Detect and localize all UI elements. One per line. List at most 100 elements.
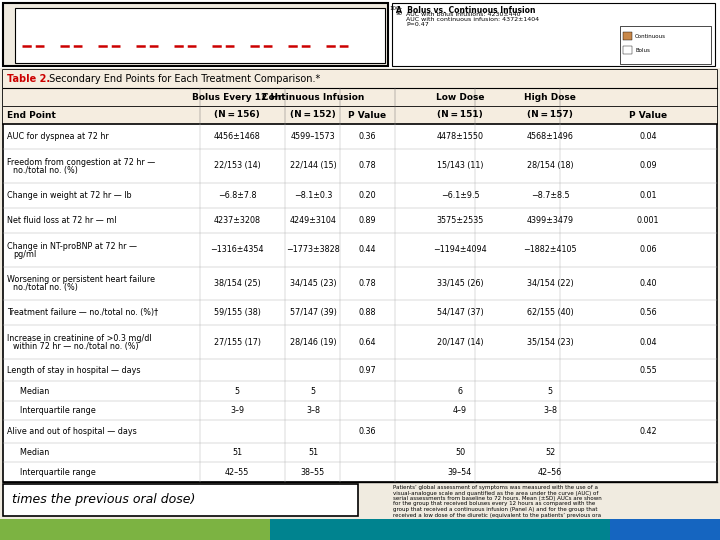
Text: P Value: P Value — [629, 111, 667, 119]
Text: (N = 152): (N = 152) — [290, 111, 336, 119]
Bar — [3, 484, 358, 516]
Bar — [623, 32, 632, 40]
Text: received a low dose of the diuretic (equivalent to the patients’ previous ora: received a low dose of the diuretic (equ… — [393, 512, 601, 517]
Text: 0.36: 0.36 — [359, 427, 376, 436]
Text: 38–55: 38–55 — [301, 468, 325, 477]
Text: Low Dose: Low Dose — [436, 92, 485, 102]
Bar — [3, 3, 388, 66]
Text: 34/145 (23): 34/145 (23) — [289, 279, 336, 288]
Text: 3–8: 3–8 — [306, 406, 320, 415]
Text: 22/153 (14): 22/153 (14) — [214, 161, 261, 171]
Text: 4399±3479: 4399±3479 — [526, 216, 574, 225]
Text: (N = 157): (N = 157) — [527, 111, 573, 119]
Text: no./total no. (%): no./total no. (%) — [13, 284, 78, 293]
Text: Median: Median — [15, 387, 49, 396]
Bar — [15, 8, 385, 63]
Text: 28/154 (18): 28/154 (18) — [527, 161, 573, 171]
Text: 0.64: 0.64 — [359, 338, 376, 347]
Text: 0.04: 0.04 — [639, 338, 657, 347]
Bar — [0, 0, 720, 68]
Text: 15/143 (11): 15/143 (11) — [437, 161, 483, 171]
Text: 0.04: 0.04 — [639, 132, 657, 141]
Text: 90: 90 — [396, 11, 403, 16]
Text: 57/147 (39): 57/147 (39) — [289, 308, 336, 318]
Text: 5: 5 — [547, 387, 552, 396]
Text: 62/155 (40): 62/155 (40) — [526, 308, 573, 318]
Text: 0.20: 0.20 — [358, 191, 376, 200]
Text: Change in weight at 72 hr — lb: Change in weight at 72 hr — lb — [7, 191, 132, 200]
Text: 0.88: 0.88 — [359, 308, 376, 318]
Bar — [620, 26, 711, 64]
Text: 100–: 100– — [390, 6, 403, 11]
Text: no./total no. (%): no./total no. (%) — [13, 166, 78, 175]
Text: 39–54: 39–54 — [448, 468, 472, 477]
Text: 4–9: 4–9 — [453, 406, 467, 415]
Text: 3–8: 3–8 — [543, 406, 557, 415]
Text: −1773±3828: −1773±3828 — [286, 245, 340, 254]
Text: 3–9: 3–9 — [230, 406, 244, 415]
Text: AUC with bolus infusions: 4230±440: AUC with bolus infusions: 4230±440 — [406, 12, 521, 17]
Text: 0.44: 0.44 — [359, 245, 376, 254]
Text: 50: 50 — [455, 448, 465, 457]
Text: 0.97: 0.97 — [358, 366, 376, 375]
Text: (N = 151): (N = 151) — [437, 111, 483, 119]
Bar — [3, 88, 717, 106]
Bar — [0, 519, 270, 540]
Text: serial assessments from baseline to 72 hours. Mean (±SD) AUCs are shown: serial assessments from baseline to 72 h… — [393, 496, 602, 501]
Bar — [3, 70, 717, 88]
Text: Net fluid loss at 72 hr — ml: Net fluid loss at 72 hr — ml — [7, 216, 117, 225]
Text: −1316±4354: −1316±4354 — [210, 245, 264, 254]
Text: Secondary End Points for Each Treatment Comparison.*: Secondary End Points for Each Treatment … — [46, 74, 320, 84]
Text: 0.55: 0.55 — [639, 366, 657, 375]
Text: Median: Median — [15, 448, 49, 457]
Text: 4599–1573: 4599–1573 — [291, 132, 336, 141]
Text: Continuous: Continuous — [635, 33, 666, 38]
Bar — [270, 519, 610, 540]
Text: 35/154 (23): 35/154 (23) — [526, 338, 573, 347]
Text: End Point: End Point — [7, 111, 56, 119]
Text: A  Bolus vs. Continuous Infusion: A Bolus vs. Continuous Infusion — [396, 6, 536, 15]
Text: 0.89: 0.89 — [358, 216, 376, 225]
Text: group that received a continuous infusion (Panel A) and for the group that: group that received a continuous infusio… — [393, 507, 598, 512]
Text: times the previous oral dose): times the previous oral dose) — [12, 494, 195, 507]
Text: 5: 5 — [310, 387, 315, 396]
Text: 0.78: 0.78 — [358, 279, 376, 288]
Text: 3575±2535: 3575±2535 — [436, 216, 484, 225]
Text: 34/154 (22): 34/154 (22) — [526, 279, 573, 288]
Text: 4237±3208: 4237±3208 — [214, 216, 261, 225]
Text: 0.56: 0.56 — [639, 308, 657, 318]
Text: 0.01: 0.01 — [639, 191, 657, 200]
Text: 52: 52 — [545, 448, 555, 457]
Text: 28/146 (19): 28/146 (19) — [289, 338, 336, 347]
Text: 6: 6 — [457, 387, 462, 396]
Bar — [610, 519, 720, 540]
Text: 20/147 (14): 20/147 (14) — [437, 338, 483, 347]
Text: Increase in creatinine of >0.3 mg/dl: Increase in creatinine of >0.3 mg/dl — [7, 334, 152, 343]
Text: 0.001: 0.001 — [636, 216, 660, 225]
Bar — [3, 70, 717, 482]
Text: Bolus Every 12 Hr: Bolus Every 12 Hr — [192, 92, 282, 102]
Text: (N = 156): (N = 156) — [214, 111, 260, 119]
Text: 4249±3104: 4249±3104 — [289, 216, 336, 225]
Bar — [3, 106, 717, 124]
Text: −8.7±8.5: −8.7±8.5 — [531, 191, 570, 200]
Text: 0.78: 0.78 — [358, 161, 376, 171]
Text: −6.8±7.8: −6.8±7.8 — [217, 191, 256, 200]
Bar — [392, 3, 715, 66]
Text: 54/147 (37): 54/147 (37) — [436, 308, 483, 318]
Text: High Dose: High Dose — [524, 92, 576, 102]
Text: −1194±4094: −1194±4094 — [433, 245, 487, 254]
Bar — [623, 46, 632, 54]
Text: P=0.47: P=0.47 — [406, 22, 428, 27]
Text: AUC for dyspnea at 72 hr: AUC for dyspnea at 72 hr — [7, 132, 109, 141]
Text: 27/155 (17): 27/155 (17) — [214, 338, 261, 347]
Text: 0.06: 0.06 — [639, 245, 657, 254]
Text: 51: 51 — [232, 448, 242, 457]
Text: 4568±1496: 4568±1496 — [526, 132, 573, 141]
Text: within 72 hr — no./total no. (%): within 72 hr — no./total no. (%) — [13, 342, 139, 351]
Text: for the group that received boluses every 12 hours as compared with the: for the group that received boluses ever… — [393, 502, 595, 507]
Text: Interquartile range: Interquartile range — [15, 468, 96, 477]
Text: 59/155 (38): 59/155 (38) — [214, 308, 261, 318]
Text: AUC with continuous infusion: 4372±1404: AUC with continuous infusion: 4372±1404 — [406, 17, 539, 22]
Text: Bolus: Bolus — [635, 48, 650, 52]
